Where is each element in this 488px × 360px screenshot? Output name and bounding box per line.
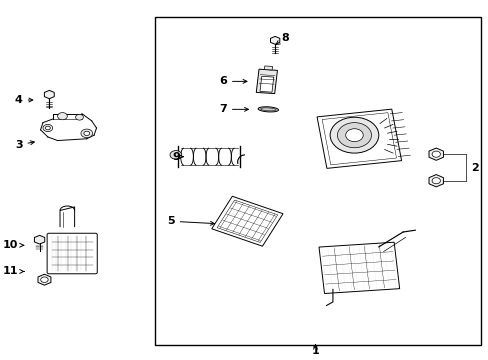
Circle shape <box>76 114 83 120</box>
Text: 5: 5 <box>167 216 214 226</box>
Text: 11: 11 <box>2 266 24 276</box>
Text: 9: 9 <box>172 152 183 162</box>
Text: 6: 6 <box>219 76 246 86</box>
FancyBboxPatch shape <box>47 233 97 274</box>
Ellipse shape <box>258 107 278 112</box>
Polygon shape <box>256 69 277 94</box>
Polygon shape <box>428 148 443 160</box>
Polygon shape <box>264 66 272 70</box>
Polygon shape <box>428 175 443 187</box>
Circle shape <box>431 151 440 157</box>
Circle shape <box>84 131 89 135</box>
Circle shape <box>41 277 48 283</box>
Circle shape <box>337 123 371 148</box>
Circle shape <box>58 113 67 120</box>
Bar <box>155 17 480 345</box>
Polygon shape <box>34 235 44 244</box>
Text: 10: 10 <box>3 240 24 250</box>
Polygon shape <box>38 274 51 285</box>
Circle shape <box>43 125 53 132</box>
Polygon shape <box>260 76 273 92</box>
Text: 2: 2 <box>470 163 478 173</box>
Circle shape <box>329 117 378 153</box>
Circle shape <box>45 126 50 130</box>
Circle shape <box>345 129 363 141</box>
Polygon shape <box>44 90 54 99</box>
Text: 1: 1 <box>311 346 319 356</box>
Polygon shape <box>270 36 279 44</box>
Text: 7: 7 <box>219 104 248 114</box>
Ellipse shape <box>260 108 276 111</box>
Circle shape <box>431 177 440 184</box>
Polygon shape <box>318 242 399 293</box>
Circle shape <box>170 150 182 159</box>
Circle shape <box>81 129 92 138</box>
Polygon shape <box>316 109 401 168</box>
Text: 3: 3 <box>15 140 34 150</box>
Text: 8: 8 <box>275 33 288 45</box>
Polygon shape <box>211 196 283 246</box>
Text: 4: 4 <box>15 95 33 105</box>
